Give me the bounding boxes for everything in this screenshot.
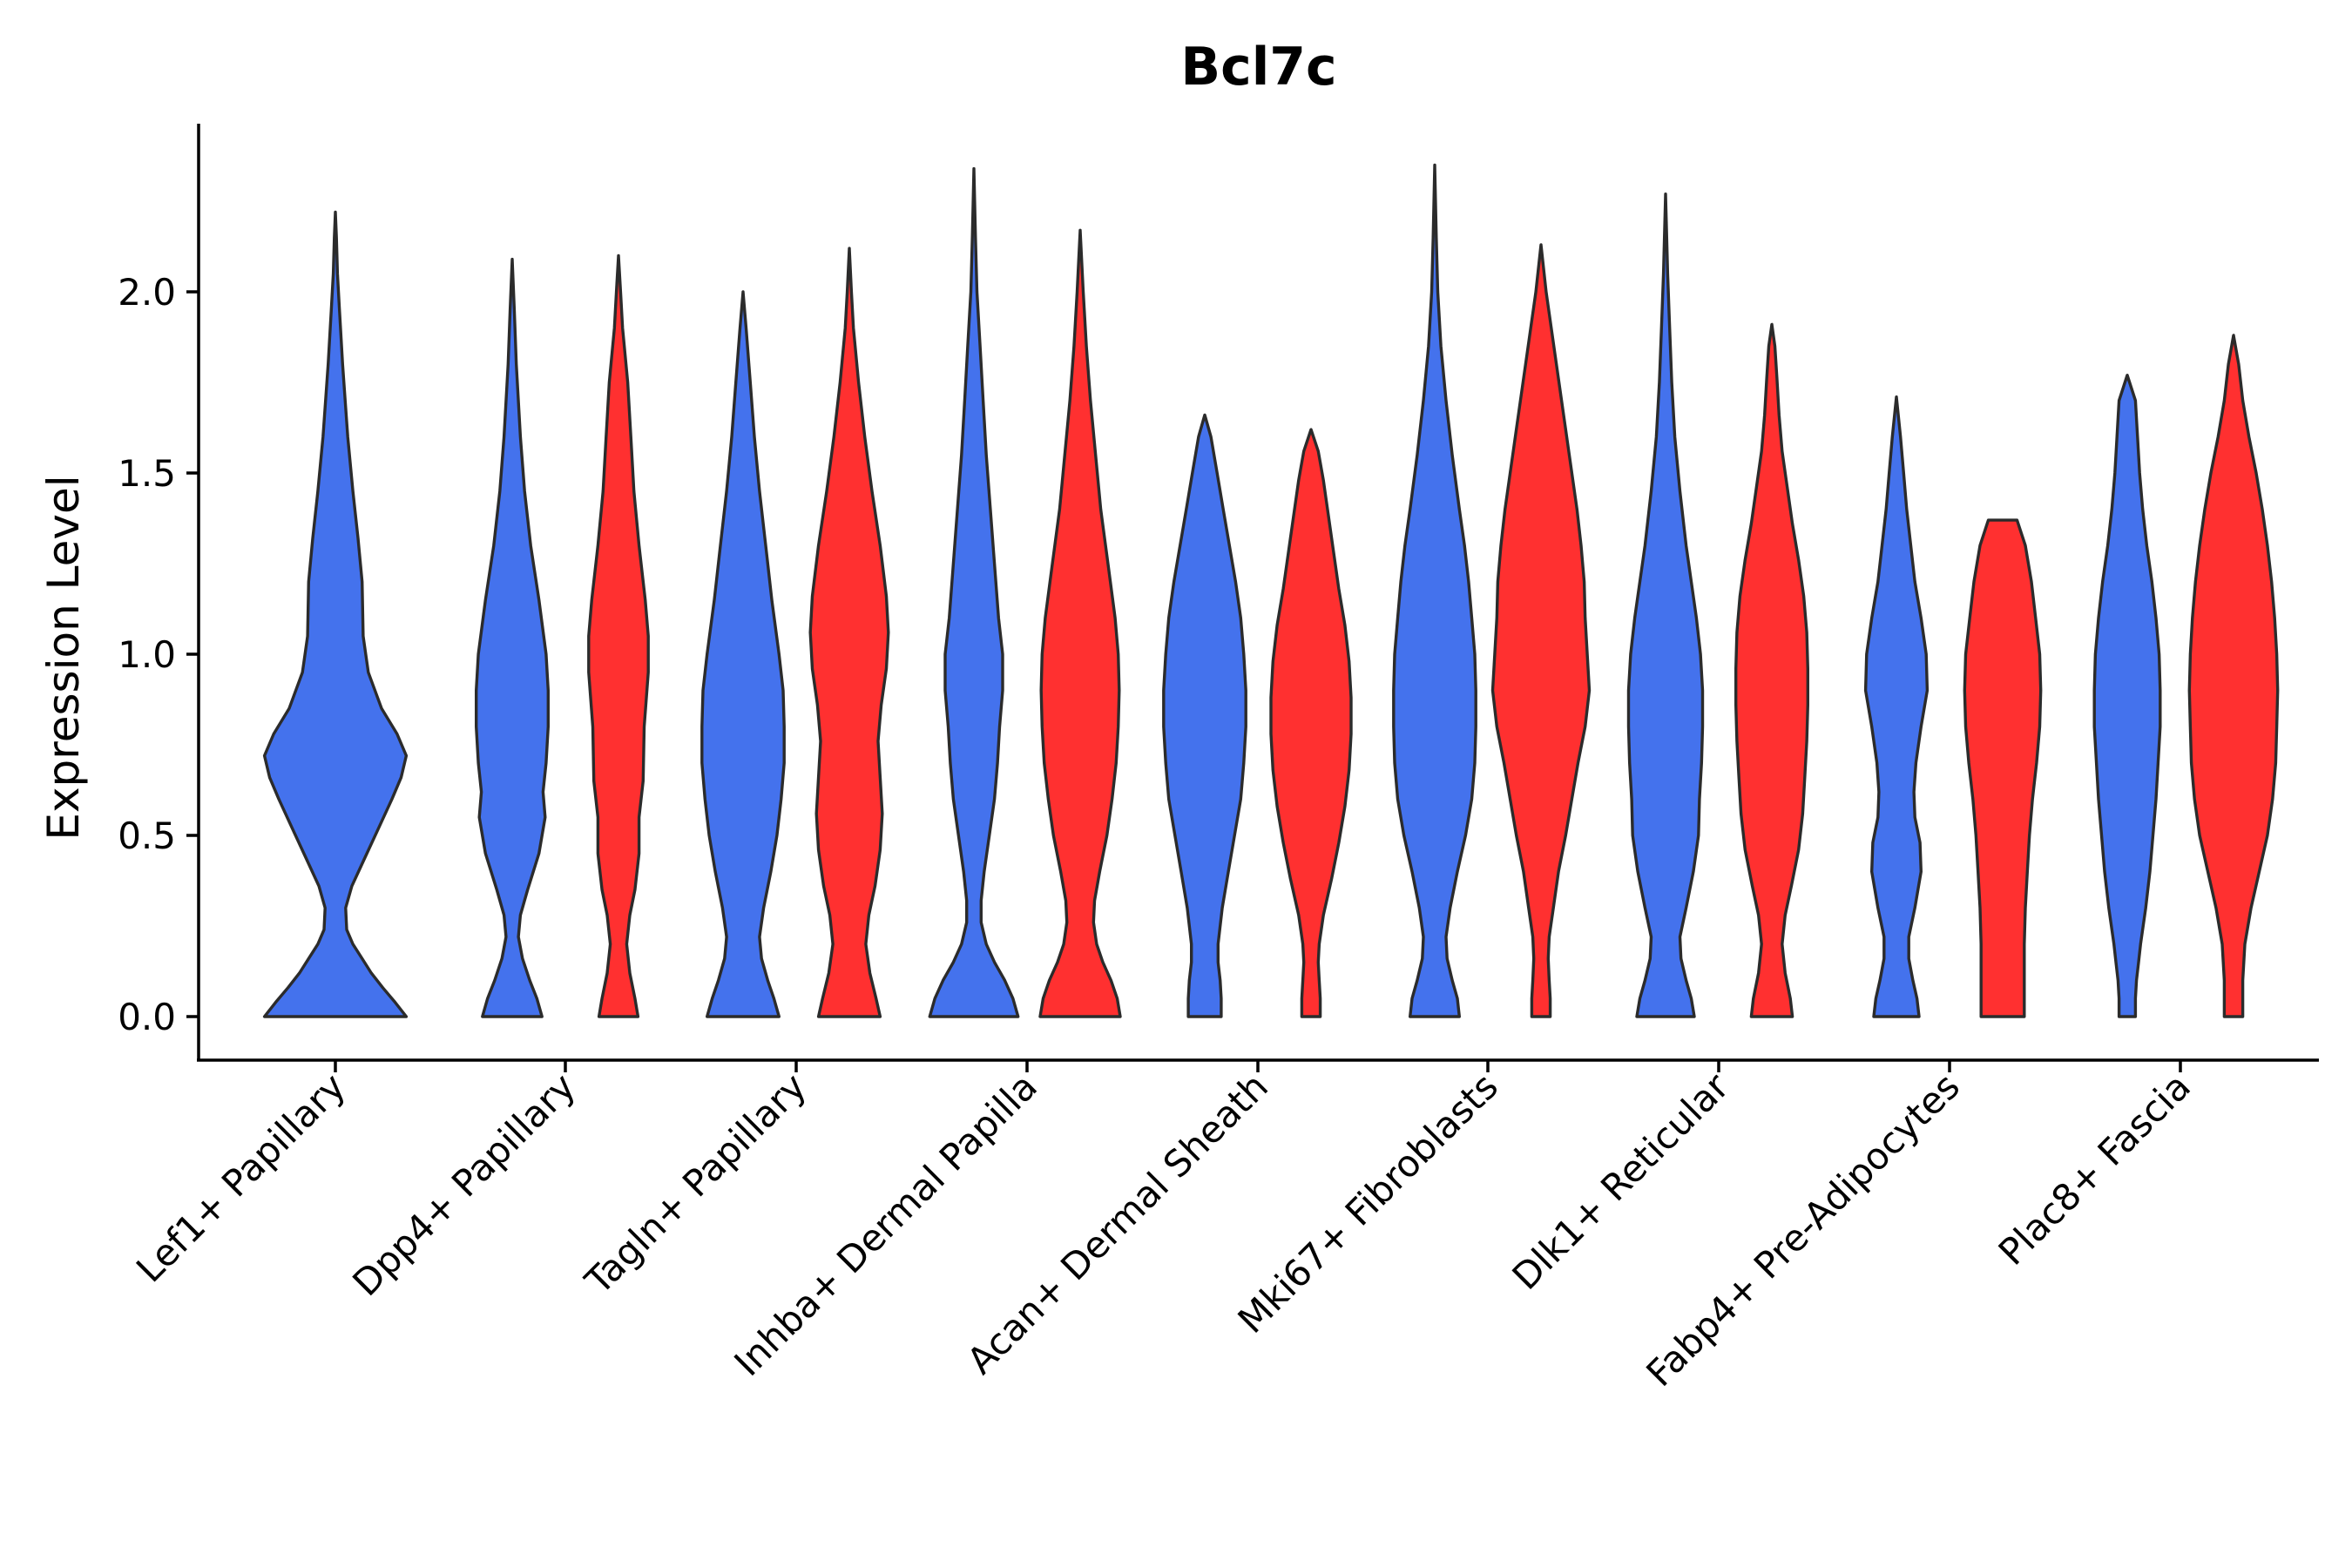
y-ticks: 0.0 0.5 1.0 1.5 2.0 [118, 271, 199, 1038]
y-tick-label: 2.0 [118, 271, 176, 314]
violin-acan-dermal-sheath-group1 [1162, 413, 1247, 1018]
violin-lef1-papillary-group1 [262, 210, 409, 1018]
x-tick-label-lef1-papillary: Lef1+ Papillary [128, 1064, 354, 1290]
violin-layer [262, 163, 2280, 1018]
x-tick-label-dpp4-papillary: Dpp4+ Papillary [344, 1064, 584, 1304]
violin-dpp4-papillary-group2 [587, 253, 650, 1018]
violin-fabp4-pre-adipocytes-group2 [1963, 518, 2043, 1018]
violin-acan-dermal-sheath-group2 [1269, 428, 1353, 1018]
y-tick-label: 1.5 [118, 452, 176, 495]
x-tick-label-plac8-fascia: Plac8+ Fascia [1990, 1064, 2199, 1273]
y-tick-label: 0.0 [118, 996, 176, 1038]
y-tick-label: 1.0 [118, 633, 176, 676]
violin-tagln-papillary-group1 [700, 290, 786, 1018]
violin-plac8-fascia-group1 [2092, 374, 2162, 1018]
violin-inhba-dermal-papilla-group1 [928, 166, 1020, 1018]
violin-dlk1-reticular-group1 [1626, 193, 1705, 1018]
violin-fabp4-pre-adipocytes-group1 [1863, 395, 1930, 1018]
violin-mki67-fibroblasts-group2 [1490, 243, 1592, 1018]
x-tick-label-tagln-papillary: Tagln+ Papillary [577, 1064, 814, 1302]
violin-plac8-fascia-group2 [2187, 334, 2280, 1018]
violin-inhba-dermal-papilla-group2 [1038, 228, 1122, 1018]
violin-tagln-papillary-group2 [808, 247, 890, 1018]
violin-mki67-fibroblasts-group1 [1392, 163, 1477, 1018]
x-tick-label-mki67-fibroblasts: Mki67+ Fibroblasts [1230, 1064, 1506, 1341]
violin-dpp4-papillary-group1 [475, 257, 550, 1018]
chart-title: Bcl7c [1180, 37, 1336, 98]
violin-dlk1-reticular-group2 [1734, 322, 1809, 1018]
y-axis-label: Expression Level [38, 475, 89, 840]
x-tick-label-dlk1-reticular: Dlk1+ Reticular [1504, 1064, 1738, 1298]
y-tick-label: 0.5 [118, 814, 176, 857]
